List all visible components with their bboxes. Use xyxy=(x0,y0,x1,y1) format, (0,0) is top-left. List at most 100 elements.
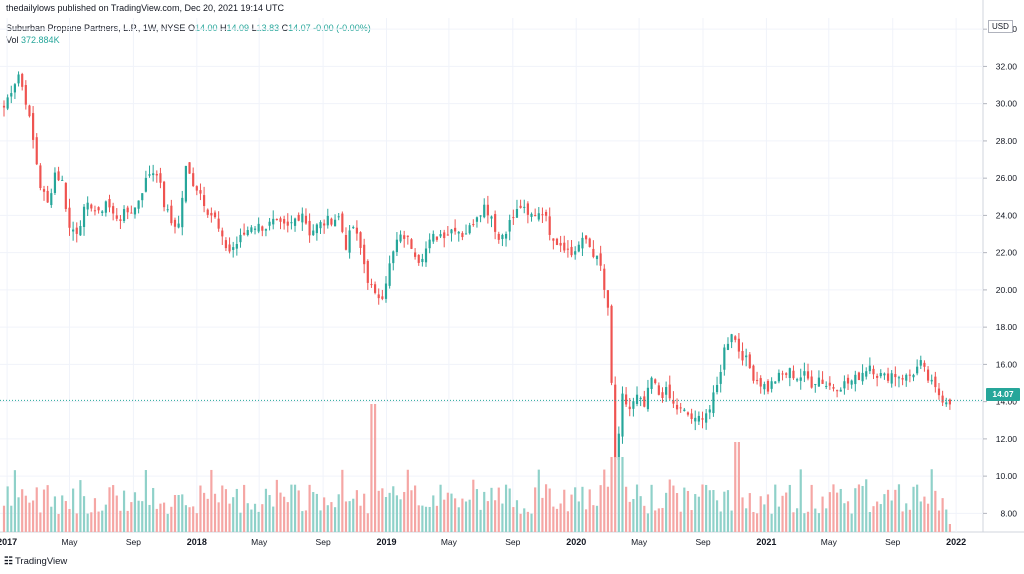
volume-bar xyxy=(443,499,446,532)
candle-body xyxy=(122,209,126,221)
candle-body xyxy=(403,235,406,239)
volume-bar xyxy=(133,492,137,532)
volume-bar xyxy=(748,493,751,532)
candle-body xyxy=(490,216,493,219)
candle-body xyxy=(559,242,562,246)
footer-brand[interactable]: ☷ TradingView xyxy=(4,556,67,567)
candle-body xyxy=(79,226,82,236)
volume-bar xyxy=(643,505,646,532)
volume-bar xyxy=(148,504,151,532)
volume-bar xyxy=(57,513,60,532)
candle-body xyxy=(552,238,555,241)
candle-body xyxy=(701,418,704,420)
volume-bar xyxy=(290,484,293,532)
volume-bar xyxy=(814,508,817,532)
currency-label[interactable]: USD xyxy=(988,20,1013,33)
candle-body xyxy=(64,182,67,209)
candle-body xyxy=(657,385,660,395)
candle-body xyxy=(144,177,147,192)
candle-body xyxy=(672,400,675,404)
volume-bar xyxy=(399,499,402,532)
volume-bar xyxy=(232,497,235,532)
candle-body xyxy=(446,234,449,236)
time-tick-label: Sep xyxy=(695,537,710,547)
volume-bar xyxy=(101,510,104,532)
volume-bar xyxy=(752,512,755,532)
volume-bar xyxy=(2,505,6,532)
volume-bar xyxy=(82,496,86,532)
volume-bar xyxy=(257,511,260,532)
volume-bar xyxy=(253,503,257,532)
volume-bar xyxy=(806,511,810,532)
candle-body xyxy=(297,214,300,221)
candle-body xyxy=(479,215,482,217)
change-value: -0.00 (-0.00%) xyxy=(313,23,371,33)
candle-body xyxy=(675,404,679,410)
candle-body xyxy=(13,84,17,93)
candle-body xyxy=(570,246,573,256)
ohlc-line: Suburban Propane Partners, L.P., 1W, NYS… xyxy=(6,22,371,34)
brand-label: TradingView xyxy=(14,556,68,567)
volume-bar xyxy=(770,513,773,532)
candle-body xyxy=(141,193,144,201)
candle-body xyxy=(894,374,897,378)
volume-bar xyxy=(777,506,780,532)
volume-bar xyxy=(730,510,733,532)
price-tick-label: 28.00 xyxy=(996,136,1018,146)
candle-body xyxy=(861,372,864,382)
open-value: 14.00 xyxy=(194,23,218,33)
candle-body xyxy=(308,220,311,236)
candle-body xyxy=(635,394,639,404)
volume-bar xyxy=(886,489,890,532)
candle-body xyxy=(355,227,358,234)
candle-body xyxy=(708,409,711,413)
volume-bar xyxy=(410,490,413,532)
candle-body xyxy=(497,233,500,240)
volume-bar xyxy=(141,501,144,532)
candle-body xyxy=(668,384,671,399)
volume-bar xyxy=(363,493,366,532)
candle-body xyxy=(566,248,569,250)
candle-body xyxy=(290,222,293,224)
volume-bar xyxy=(588,489,591,532)
volume-bar xyxy=(344,501,348,532)
candle-body xyxy=(432,233,435,242)
candle-body xyxy=(584,235,588,240)
time-tick-label: May xyxy=(441,537,458,547)
candle-body xyxy=(865,371,868,377)
volume-bar xyxy=(937,510,941,532)
volume-bar xyxy=(552,506,555,532)
candle-body xyxy=(406,235,409,237)
candle-body xyxy=(774,381,777,384)
candle-body xyxy=(654,379,657,384)
candle-body xyxy=(614,384,617,458)
candle-body xyxy=(788,368,791,378)
last-price-tag: 14.07 xyxy=(986,388,1020,401)
volume-bar xyxy=(472,479,475,532)
candle-body xyxy=(337,216,340,218)
volume-bar xyxy=(519,513,522,532)
volume-bar xyxy=(159,503,162,532)
candle-body xyxy=(301,213,304,223)
candle-body xyxy=(68,207,71,228)
candle-body xyxy=(686,412,690,415)
volume-bar xyxy=(173,494,177,532)
candle-body xyxy=(75,227,78,234)
candle-body xyxy=(50,193,53,206)
price-tick-label: 12.00 xyxy=(996,434,1018,444)
candle-body xyxy=(632,401,635,409)
volume-line: Vol 372.884K xyxy=(6,34,371,46)
volume-bar xyxy=(221,485,224,532)
volume-bar xyxy=(432,495,435,532)
volume-bar xyxy=(592,505,595,532)
volume-bar xyxy=(377,490,380,532)
candle-body xyxy=(152,173,155,176)
price-tick-label: 22.00 xyxy=(996,248,1018,258)
volume-bar xyxy=(181,494,184,532)
candle-body xyxy=(275,218,278,220)
volume-bar xyxy=(199,485,202,532)
volume-bar xyxy=(854,488,857,532)
volume-bar xyxy=(308,484,311,532)
candle-body xyxy=(883,373,886,376)
